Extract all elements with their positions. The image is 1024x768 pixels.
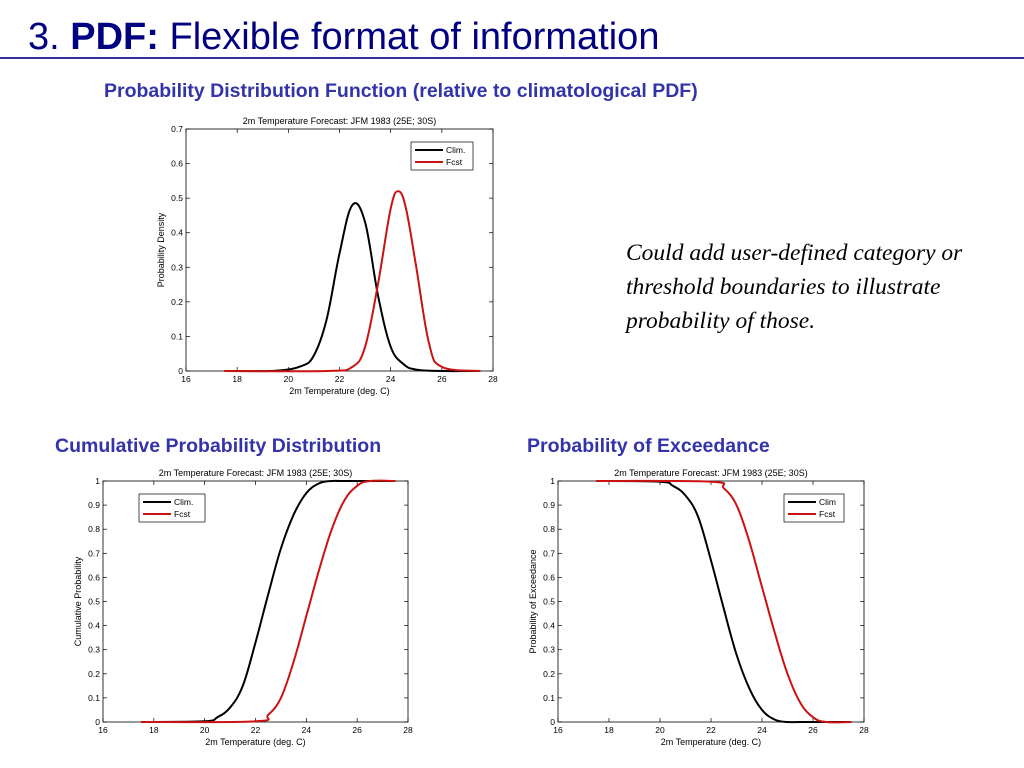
y-tick-label: 0 bbox=[95, 717, 100, 727]
y-tick-label: 0.8 bbox=[88, 524, 100, 534]
y-tick-label: 0.7 bbox=[171, 124, 183, 134]
y-tick-label: 0.1 bbox=[171, 331, 183, 341]
y-tick-label: 0.8 bbox=[543, 524, 555, 534]
y-tick-label: 0.5 bbox=[88, 597, 100, 607]
y-tick-label: 0.4 bbox=[88, 621, 100, 631]
series-line-fcst bbox=[141, 479, 396, 724]
x-axis-label: 2m Temperature (deg. C) bbox=[205, 737, 305, 747]
x-tick-label: 16 bbox=[98, 725, 108, 735]
x-tick-label: 24 bbox=[757, 725, 767, 735]
y-tick-label: 0.4 bbox=[543, 621, 555, 631]
y-tick-label: 1 bbox=[550, 476, 555, 486]
y-tick-label: 0.2 bbox=[543, 669, 555, 679]
x-tick-label: 28 bbox=[488, 374, 498, 384]
x-tick-label: 24 bbox=[386, 374, 396, 384]
y-tick-label: 0.1 bbox=[88, 693, 100, 703]
legend-box bbox=[783, 493, 845, 523]
x-tick-label: 22 bbox=[251, 725, 261, 735]
y-tick-label: 0.3 bbox=[543, 645, 555, 655]
y-tick-label: 0.1 bbox=[543, 693, 555, 703]
exceedance-chart: 16 18 20 22 24 26 28 0 0.1 0.2 0.3 0.4 0.5 0.6 0.7 0.8 0… bbox=[528, 468, 869, 747]
x-tick-label: 20 bbox=[655, 725, 665, 735]
x-tick-label: 18 bbox=[232, 374, 242, 384]
x-tick-label: 26 bbox=[352, 725, 362, 735]
y-tick-label: 0.9 bbox=[543, 500, 555, 510]
x-tick-label: 16 bbox=[181, 374, 191, 384]
legend-label: Fcst bbox=[174, 509, 191, 519]
y-tick-label: 0.5 bbox=[543, 597, 555, 607]
legend-label: Clim. bbox=[174, 497, 193, 507]
y-tick-label: 0.6 bbox=[88, 572, 100, 582]
y-axis-label: Cumulative Probability bbox=[73, 556, 83, 646]
y-tick-label: 0.7 bbox=[88, 548, 100, 558]
legend-box bbox=[410, 141, 474, 171]
cdf-heading: Cumulative Probability Distribution bbox=[55, 435, 382, 457]
x-tick-label: 24 bbox=[302, 725, 312, 735]
title-divider bbox=[0, 57, 1024, 59]
x-tick-label: 28 bbox=[859, 725, 869, 735]
y-tick-label: 0.3 bbox=[88, 645, 100, 655]
slide-title: 3. PDF: Flexible format of information bbox=[28, 14, 659, 60]
y-tick-label: 0 bbox=[178, 366, 183, 376]
x-tick-label: 26 bbox=[437, 374, 447, 384]
x-tick-label: 18 bbox=[604, 725, 614, 735]
series-line-clim bbox=[596, 480, 852, 724]
y-tick-label: 0.2 bbox=[88, 669, 100, 679]
legend-label: Clim bbox=[819, 497, 836, 507]
note-text: Could add user-defined category or thres… bbox=[626, 240, 963, 334]
x-tick-label: 28 bbox=[403, 725, 413, 735]
pdf-chart: 16 18 20 22 24 26 28 0 0.1 0.2 0.3 0.4 0.5 0.6 0.7 2m T… bbox=[156, 116, 498, 396]
x-axis-label: 2m Temperature (deg. C) bbox=[289, 386, 389, 396]
y-tick-label: 1 bbox=[95, 476, 100, 486]
x-tick-label: 20 bbox=[284, 374, 294, 384]
pdf-heading: Probability Distribution Function (relat… bbox=[104, 80, 698, 102]
series-line-clim bbox=[141, 479, 396, 723]
x-tick-label: 22 bbox=[335, 374, 345, 384]
series-line-clim bbox=[224, 202, 481, 373]
y-tick-label: 0.6 bbox=[171, 159, 183, 169]
y-tick-label: 0 bbox=[550, 717, 555, 727]
legend-label: Fcst bbox=[446, 157, 463, 167]
y-axis-label: Probability of Exceedance bbox=[528, 549, 538, 653]
x-axis-label: 2m Temperature (deg. C) bbox=[661, 737, 761, 747]
chart-title: 2m Temperature Forecast: JFM 1983 (25E; … bbox=[159, 468, 352, 478]
y-tick-label: 0.9 bbox=[88, 500, 100, 510]
y-tick-label: 0.4 bbox=[171, 228, 183, 238]
y-tick-label: 0.6 bbox=[543, 572, 555, 582]
slide-title-bold: PDF: bbox=[70, 16, 159, 58]
legend-label: Clim. bbox=[446, 145, 465, 155]
x-tick-label: 22 bbox=[706, 725, 716, 735]
x-tick-label: 26 bbox=[808, 725, 818, 735]
y-tick-label: 0.5 bbox=[171, 193, 183, 203]
legend-label: Fcst bbox=[819, 509, 836, 519]
x-tick-label: 16 bbox=[553, 725, 563, 735]
y-tick-label: 0.7 bbox=[543, 548, 555, 558]
y-tick-label: 0.3 bbox=[171, 262, 183, 272]
cdf-chart: 16 18 20 22 24 26 28 0 0.1 0.2 0.3 0.4 0.5 0.6 0.7 0.8 0… bbox=[73, 468, 413, 747]
slide-number: 3. bbox=[28, 16, 60, 58]
x-tick-label: 20 bbox=[200, 725, 210, 735]
y-axis-label: Probability Density bbox=[156, 212, 166, 287]
series-line-fcst bbox=[224, 190, 481, 373]
chart-title: 2m Temperature Forecast: JFM 1983 (25E; … bbox=[614, 468, 807, 478]
y-tick-label: 0.2 bbox=[171, 297, 183, 307]
series-line-fcst bbox=[596, 479, 852, 724]
exceedance-heading: Probability of Exceedance bbox=[527, 435, 770, 457]
chart-title: 2m Temperature Forecast: JFM 1983 (25E; … bbox=[243, 116, 436, 126]
slide-title-text: Flexible format of information bbox=[158, 16, 660, 58]
x-tick-label: 18 bbox=[149, 725, 159, 735]
legend-box bbox=[138, 493, 206, 523]
